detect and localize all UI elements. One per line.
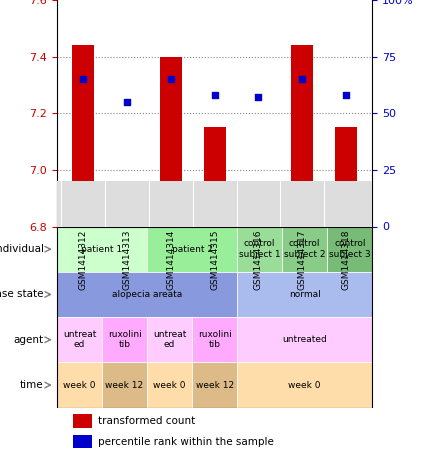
- Text: ruxolini
tib: ruxolini tib: [108, 330, 141, 349]
- Text: disease state: disease state: [0, 289, 44, 299]
- Point: [167, 76, 174, 83]
- FancyBboxPatch shape: [237, 362, 372, 408]
- FancyBboxPatch shape: [237, 272, 372, 317]
- Text: untreat
ed: untreat ed: [63, 330, 96, 349]
- Text: control
subject 1: control subject 1: [239, 240, 280, 259]
- Bar: [247, 181, 269, 226]
- Text: untreated: untreated: [283, 335, 327, 344]
- Text: time: time: [20, 380, 44, 390]
- Bar: [291, 45, 313, 227]
- Text: percentile rank within the sample: percentile rank within the sample: [98, 437, 274, 447]
- FancyBboxPatch shape: [147, 226, 237, 272]
- Bar: [335, 127, 357, 226]
- FancyBboxPatch shape: [57, 272, 237, 317]
- Text: week 12: week 12: [195, 381, 234, 390]
- FancyBboxPatch shape: [327, 226, 372, 272]
- FancyBboxPatch shape: [57, 226, 147, 272]
- Text: agent: agent: [14, 335, 44, 345]
- FancyBboxPatch shape: [237, 317, 372, 362]
- Bar: [116, 210, 138, 226]
- FancyBboxPatch shape: [282, 226, 327, 272]
- Point: [343, 92, 350, 99]
- Point: [255, 94, 262, 101]
- Text: patient 1: patient 1: [81, 245, 123, 254]
- FancyBboxPatch shape: [192, 317, 237, 362]
- Bar: [73, 414, 92, 428]
- FancyBboxPatch shape: [147, 362, 192, 408]
- Text: week 0: week 0: [63, 381, 96, 390]
- Text: transformed count: transformed count: [98, 416, 195, 426]
- Bar: [204, 127, 226, 226]
- Point: [299, 76, 306, 83]
- Text: control
subject 2: control subject 2: [284, 240, 325, 259]
- Point: [124, 98, 131, 106]
- Text: alopecia areata: alopecia areata: [112, 290, 182, 299]
- FancyBboxPatch shape: [102, 362, 147, 408]
- Text: control
subject 3: control subject 3: [329, 240, 371, 259]
- Text: untreat
ed: untreat ed: [153, 330, 186, 349]
- Text: week 0: week 0: [153, 381, 186, 390]
- FancyBboxPatch shape: [57, 317, 102, 362]
- Text: ruxolini
tib: ruxolini tib: [198, 330, 232, 349]
- Bar: [73, 435, 92, 448]
- FancyBboxPatch shape: [102, 317, 147, 362]
- Point: [80, 76, 87, 83]
- Text: individual: individual: [0, 244, 44, 254]
- Bar: [160, 57, 182, 226]
- Text: normal: normal: [289, 290, 321, 299]
- FancyBboxPatch shape: [237, 226, 282, 272]
- Text: week 12: week 12: [106, 381, 144, 390]
- FancyBboxPatch shape: [147, 317, 192, 362]
- FancyBboxPatch shape: [57, 362, 102, 408]
- Text: patient 2: patient 2: [172, 245, 212, 254]
- Text: week 0: week 0: [289, 381, 321, 390]
- Bar: [72, 45, 94, 227]
- Point: [211, 92, 218, 99]
- FancyBboxPatch shape: [192, 362, 237, 408]
